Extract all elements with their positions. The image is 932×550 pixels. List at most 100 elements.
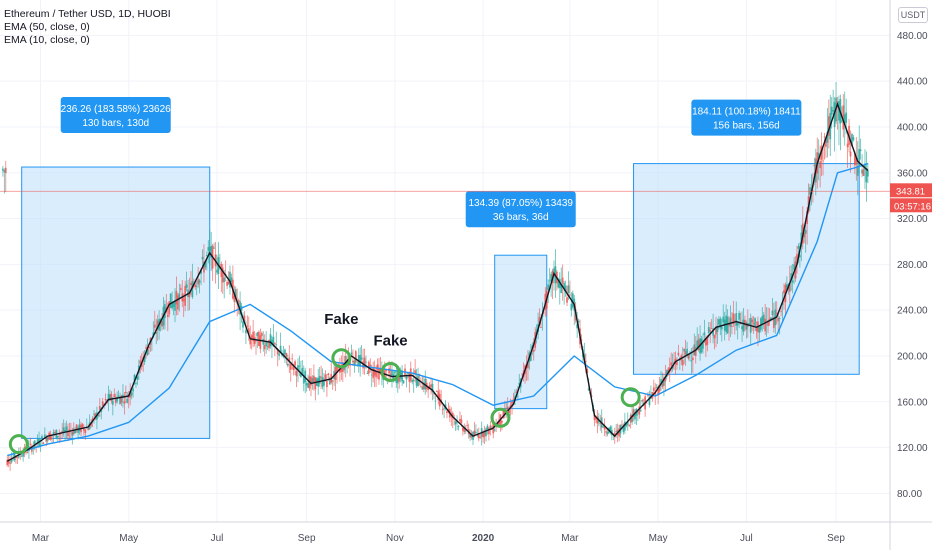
candle-body: [486, 425, 489, 430]
candle-body: [846, 143, 849, 148]
candle-body: [116, 397, 119, 402]
candle-body: [178, 293, 181, 299]
candle-body: [512, 398, 515, 400]
candle-body: [852, 137, 855, 141]
breakout-marker: [331, 348, 352, 369]
candle-body: [599, 422, 602, 424]
candle-body: [825, 138, 827, 147]
candle-body: [752, 323, 755, 324]
candle-body: [621, 424, 623, 426]
candle-body: [783, 290, 785, 294]
candle-body: [359, 354, 362, 367]
candle-body: [265, 340, 268, 347]
candle-body: [331, 380, 334, 382]
candle-body: [446, 411, 448, 414]
candle-body: [310, 376, 312, 386]
candle-body: [336, 364, 338, 373]
y-tick-label: 80.00: [897, 489, 922, 500]
candle-body: [197, 279, 200, 285]
candle-body: [518, 382, 521, 385]
countdown-tag: 03:57:16: [894, 201, 931, 212]
candle-body: [174, 299, 176, 311]
candle-body: [284, 349, 286, 355]
candle-body: [793, 264, 796, 270]
candle-body: [117, 395, 120, 397]
candle-body: [697, 339, 700, 351]
y-tick-label: 280.00: [897, 260, 928, 271]
candle-body: [822, 160, 824, 162]
candle-body: [4, 167, 7, 174]
candle-body: [796, 254, 798, 265]
candle-body: [758, 326, 761, 333]
candle-body: [305, 383, 308, 386]
candle-body: [645, 402, 648, 404]
candle-body: [790, 273, 793, 281]
candle-body: [62, 427, 65, 433]
candle-body: [603, 426, 606, 430]
candle-body: [527, 361, 529, 369]
candle-body: [378, 367, 380, 380]
currency-button[interactable]: USDT: [898, 7, 928, 23]
countdown-tag-bg: [890, 198, 932, 213]
candle-body: [665, 370, 668, 377]
candle-body: [43, 434, 46, 438]
candle-body: [827, 116, 830, 136]
candle-body: [124, 391, 127, 394]
candle-body: [352, 360, 354, 363]
candle-body: [798, 255, 801, 258]
candle-body: [431, 383, 434, 393]
candle-body: [580, 339, 583, 341]
candle-body: [719, 318, 722, 328]
candle-body: [634, 414, 636, 420]
y-tick-label: 360.00: [897, 168, 928, 179]
ema50-line: [7, 162, 869, 457]
candle-body: [242, 321, 244, 328]
x-tick-label: Jul: [211, 533, 224, 544]
candle-body: [683, 348, 686, 352]
candle-body: [647, 394, 649, 397]
candle-body: [148, 346, 150, 349]
candle-body: [457, 426, 460, 427]
ema10-legend[interactable]: EMA (10, close, 0): [4, 34, 90, 46]
candle-body: [845, 112, 848, 123]
candle-body: [411, 379, 414, 383]
candle-body: [745, 322, 748, 330]
candle-body: [362, 361, 364, 369]
candle-body: [360, 357, 363, 360]
candle-body: [866, 170, 869, 177]
candle-body: [327, 373, 330, 376]
candle-body: [61, 431, 64, 433]
candle-body: [237, 300, 240, 303]
symbol-title[interactable]: Ethereum / Tether USD, 1D, HUOBI: [4, 8, 171, 20]
candle-body: [733, 319, 736, 321]
candle-body: [511, 400, 513, 407]
candle-body: [622, 426, 625, 432]
candle-body: [323, 379, 325, 386]
candle-body: [538, 317, 541, 325]
candle-body: [767, 320, 769, 326]
candle-body: [710, 328, 713, 329]
candle-body: [64, 429, 66, 433]
candle-body: [819, 161, 822, 169]
x-tick-label: Sep: [827, 533, 845, 544]
candle-body: [101, 401, 104, 406]
candle-body: [372, 367, 375, 378]
candle-body: [693, 344, 696, 356]
candle-body: [707, 327, 710, 333]
candle-body: [631, 414, 634, 423]
candle-body: [216, 269, 218, 273]
candle-body: [777, 317, 780, 322]
candle-body: [163, 304, 166, 319]
candle-body: [77, 427, 80, 433]
candle-body: [463, 426, 466, 432]
candle-body: [145, 347, 147, 349]
candle-body: [130, 392, 133, 396]
candle-body: [482, 431, 485, 438]
ema50-legend[interactable]: EMA (50, close, 0): [4, 21, 90, 33]
candle-body: [515, 391, 518, 393]
candle-body: [129, 391, 132, 398]
candle-body: [408, 372, 411, 382]
y-tick-label: 320.00: [897, 214, 928, 225]
candle-body: [67, 432, 69, 437]
